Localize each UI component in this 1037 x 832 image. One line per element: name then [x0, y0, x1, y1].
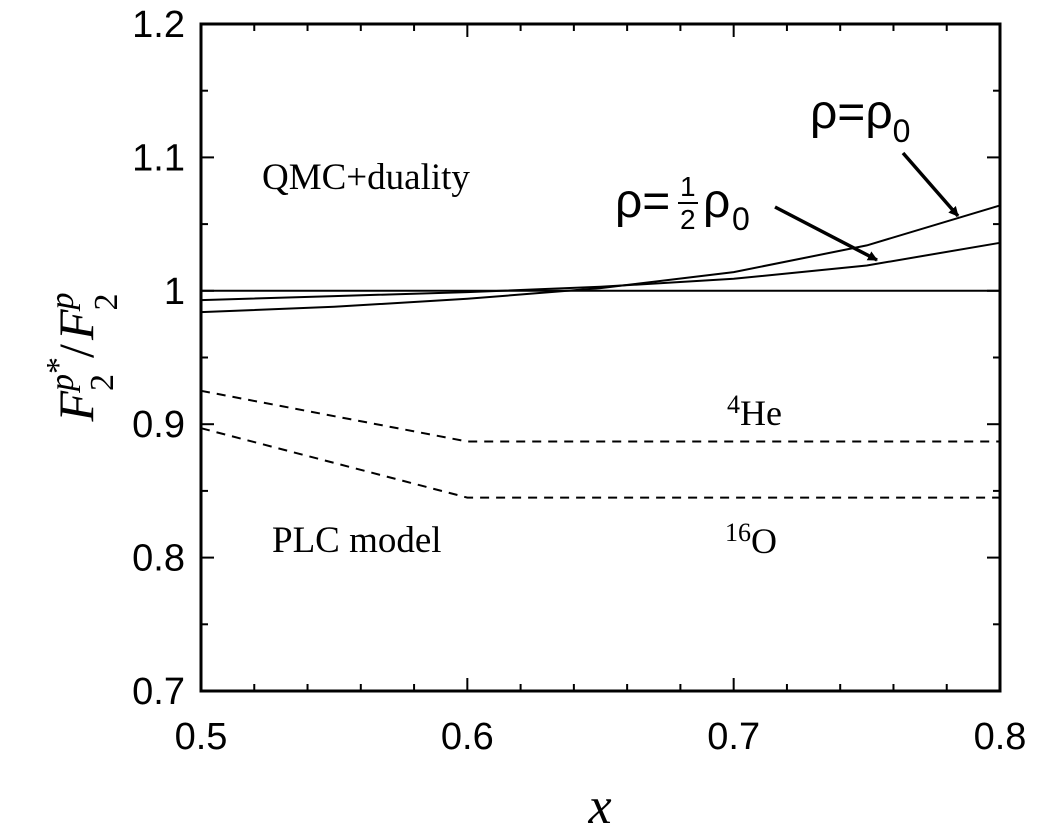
- series-group: [200, 204, 1001, 499]
- series-line-3: [200, 204, 1001, 314]
- series-line-5: [200, 427, 1000, 499]
- y-label-base2: F: [48, 309, 104, 341]
- svg-text:ρ: ρ: [703, 175, 730, 228]
- y-label-sup1: p: [44, 374, 81, 393]
- y-tick-labels: 0.7 0.8 0.9 1 1.1 1.2: [132, 4, 185, 713]
- annotation-o16: 16O: [725, 518, 777, 561]
- y-tick-label: 1: [164, 271, 185, 313]
- annotation-he4: 4He: [727, 390, 782, 433]
- annotation-plc-model: PLC model: [272, 520, 442, 561]
- plot-frame: [199, 22, 1002, 693]
- y-label-base1: F: [48, 391, 104, 423]
- annotation-rho-full: ρ=ρ0: [810, 86, 910, 149]
- arrow-rho-full: [901, 151, 960, 218]
- annotation-qmc-duality: QMC+duality: [262, 157, 470, 198]
- y-label-slash: /: [48, 344, 104, 358]
- y-tick-label: 0.7: [132, 671, 185, 713]
- x-tick-label: 0.5: [175, 716, 228, 758]
- x-tick-label: 0.7: [707, 716, 760, 758]
- x-tick-label: 0.6: [441, 716, 494, 758]
- y-label-star: *: [40, 357, 77, 374]
- annotation-rho-half: ρ= 1 2 ρ 0: [615, 171, 750, 237]
- x-tick-labels: 0.5 0.6 0.7 0.8: [175, 716, 1027, 758]
- series-line-4: [200, 389, 1000, 443]
- y-label-sup2: p: [44, 293, 81, 312]
- y-tick-label: 0.9: [132, 404, 185, 446]
- svg-text:1: 1: [680, 171, 696, 202]
- x-tick-label: 0.8: [974, 716, 1027, 758]
- x-axis-label: x: [587, 778, 611, 832]
- y-label-sub1: 2: [84, 374, 121, 391]
- y-tick-label: 1.1: [132, 137, 185, 179]
- svg-text:0: 0: [732, 201, 750, 237]
- y-label-sub2: 2: [88, 294, 125, 311]
- series-line-2: [200, 241, 1001, 302]
- svg-text:ρ=: ρ=: [615, 175, 670, 228]
- y-tick-label: 0.8: [132, 538, 185, 580]
- arrow-rho-half: [774, 205, 878, 262]
- svg-text:2: 2: [680, 204, 696, 235]
- y-tick-label: 1.2: [132, 4, 185, 46]
- y-axis-label: Fp*2/Fp 2: [40, 293, 125, 423]
- svg-text:Fp*2/Fp2: Fp*2/Fp 2: [40, 293, 125, 423]
